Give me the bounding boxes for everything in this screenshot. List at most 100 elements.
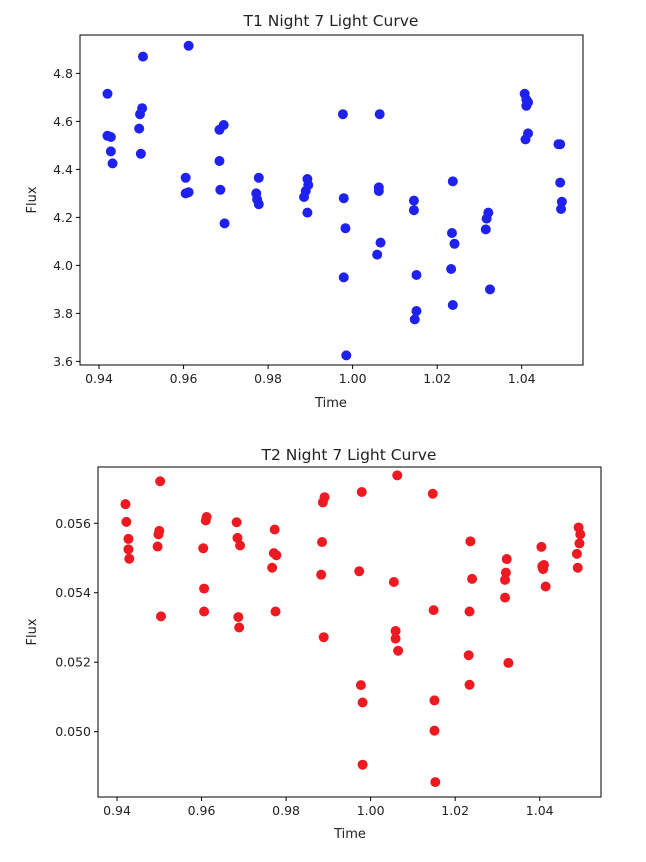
chart-t2-point — [463, 650, 474, 661]
chart-t2-point — [121, 516, 132, 527]
chart-t1-point — [447, 176, 458, 187]
chart-t2-x-label: Time — [333, 827, 366, 842]
chart-t2-point — [120, 499, 131, 510]
chart-t2-point — [152, 541, 163, 552]
chart-t1-point — [341, 350, 352, 361]
chart-t1-y-tick-label: 4.2 — [53, 210, 73, 225]
chart-t1-point — [134, 123, 145, 134]
chart-t2-point — [357, 759, 368, 770]
chart-t1-point — [302, 207, 313, 218]
chart-t1-point — [555, 177, 566, 188]
chart-t2-y-tick-label: 0.054 — [55, 585, 91, 600]
chart-t1-point — [253, 199, 264, 210]
chart-t2-point — [501, 554, 512, 565]
chart-t1-point — [449, 238, 460, 249]
chart-t2-point — [428, 605, 439, 616]
chart-t2-y-label: Flux — [25, 618, 40, 645]
chart-t1-point — [446, 264, 457, 274]
chart-t2-x-tick-label: 0.96 — [188, 803, 216, 818]
chart-t2-point — [536, 541, 547, 552]
chart-t1-point — [105, 132, 116, 142]
chart-t1-point — [253, 172, 264, 183]
chart-t1-point — [219, 218, 230, 229]
chart-t2-plot-area — [97, 466, 602, 798]
chart-t1-point — [137, 51, 148, 62]
chart-t1-x-tick-label: 1.02 — [423, 371, 451, 386]
chart-t2-point — [198, 543, 209, 554]
chart-t1-point — [485, 284, 496, 295]
chart-t2-point — [269, 524, 280, 535]
chart-t1-point — [218, 120, 229, 130]
chart-t1-point — [107, 158, 118, 169]
chart-t1-point — [102, 88, 113, 99]
chart-t2-point — [354, 566, 365, 577]
chart-t1-point — [411, 270, 422, 280]
chart-t1-point — [137, 103, 148, 114]
chart-t1-point — [215, 184, 226, 195]
chart-t2-point — [357, 697, 368, 708]
chart-t1-x-tick-label: 1.00 — [339, 371, 367, 386]
chart-t2-point — [318, 632, 329, 643]
chart-t1-point — [183, 187, 194, 198]
chart-t1-y-tick-label: 4.8 — [53, 66, 73, 81]
chart-t2-point — [234, 622, 245, 633]
chart-t2-point — [267, 562, 278, 573]
chart-t2-point — [235, 540, 246, 551]
chart-t2-point — [123, 533, 134, 544]
chart-t2-point — [154, 525, 165, 536]
chart-t2-point — [392, 470, 403, 481]
chart-t2-point — [124, 553, 135, 564]
chart-t2-point — [393, 645, 404, 656]
chart-t1-point — [373, 186, 384, 196]
chart-t1-point — [372, 249, 383, 260]
chart-t2-point — [575, 529, 586, 540]
chart-t1-plot-area — [79, 34, 584, 366]
chart-t2-x-ticks: 0.94 0.96 0.98 1.00 1.02 1.04 — [103, 797, 554, 818]
chart-t1-point — [340, 223, 351, 234]
chart-t2-point — [231, 517, 242, 528]
chart-t1-y-label: Flux — [25, 186, 40, 213]
chart-t1-y-tick-label: 3.6 — [53, 354, 73, 369]
chart-t1-y-ticks: 3.6 3.8 4.0 4.2 4.4 4.6 4.8 — [53, 66, 80, 369]
chart-t1-point — [303, 180, 314, 190]
chart-t1-point — [374, 109, 385, 120]
chart-t1-x-tick-label: 0.98 — [254, 371, 282, 386]
chart-t2-x-tick-label: 0.98 — [272, 803, 300, 818]
chart-t1-title: T1 Night 7 Light Curve — [243, 12, 419, 30]
chart-t2-y-ticks: 0.050 0.052 0.054 0.056 — [55, 516, 98, 739]
chart-t1-point — [214, 156, 225, 166]
chart-t2-point — [123, 544, 134, 555]
chart-t2-y-tick-label: 0.056 — [55, 516, 91, 531]
chart-t2: T2 Night 7 Light Curve 0.94 0.96 0.98 1.00 1… — [25, 446, 602, 842]
chart-t1-y-tick-label: 3.8 — [53, 306, 73, 321]
chart-t1-point — [556, 196, 567, 207]
chart-t2-point — [571, 548, 582, 559]
chart-t1-point — [408, 205, 419, 216]
chart-t2-x-tick-label: 1.00 — [357, 803, 385, 818]
chart-t1-point — [338, 272, 349, 283]
chart-t2-y-tick-label: 0.052 — [55, 655, 91, 670]
chart-t1-point — [411, 306, 422, 316]
chart-t2-point — [429, 695, 440, 706]
chart-t1-y-tick-label: 4.4 — [53, 162, 73, 177]
chart-t2-x-tick-label: 1.02 — [441, 803, 469, 818]
chart-t2-point — [430, 777, 441, 788]
chart-t1: T1 Night 7 Light Curve 0.94 0.96 0.98 1.00 1… — [25, 12, 584, 411]
chart-t1-point — [408, 195, 419, 206]
chart-t1-points — [102, 40, 567, 361]
chart-t2-point — [201, 512, 212, 523]
chart-t2-point — [317, 537, 328, 548]
chart-t1-y-tick-label: 4.6 — [53, 114, 73, 129]
chart-t2-x-tick-label: 0.94 — [103, 803, 131, 818]
chart-t1-point — [447, 300, 458, 310]
chart-t1-point — [483, 207, 494, 218]
chart-t2-point — [390, 625, 401, 636]
chart-t1-point — [555, 139, 566, 150]
chart-t2-point — [427, 488, 438, 499]
chart-t2-point — [155, 476, 166, 487]
chart-t2-point — [574, 538, 585, 549]
chart-t2-point — [429, 725, 440, 736]
chart-t1-point — [338, 193, 349, 204]
chart-t1-point — [523, 128, 534, 139]
